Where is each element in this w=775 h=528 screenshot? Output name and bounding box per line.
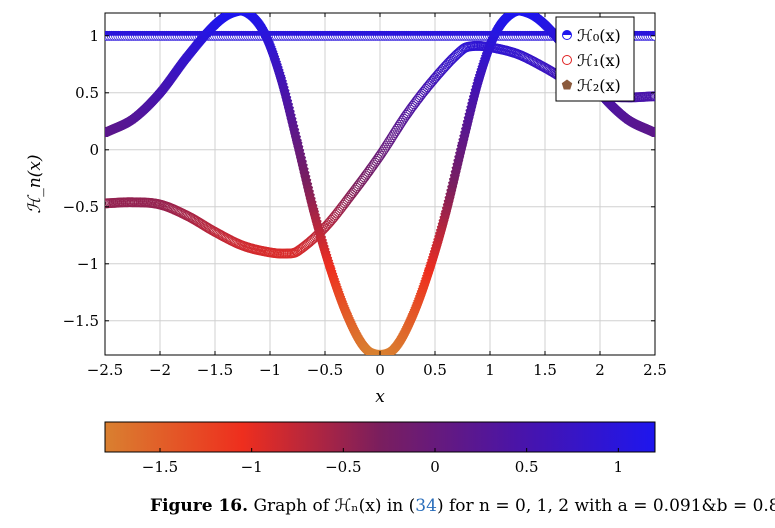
data-point	[400, 111, 411, 122]
chart: −2.5 −2 −1.5 −1 −0.5 0 0.5 1 1.5 2 2.510.50−0.5−1−…	[25, 12, 667, 476]
x-tick-label: 2	[595, 361, 605, 379]
colorbar-tick-label: 0	[430, 458, 440, 476]
data-point	[411, 95, 422, 106]
legend-item: ℋ₁(x)	[562, 51, 621, 70]
caption-text-before: Graph of ℋₙ(x) in (	[248, 496, 416, 516]
data-point	[359, 172, 370, 183]
data-point	[356, 175, 367, 186]
x-tick-label: −1.5	[197, 361, 233, 379]
y-tick-label: 0.5	[75, 84, 99, 102]
data-point	[343, 193, 354, 203]
data-point	[329, 211, 340, 222]
data-point	[331, 208, 342, 219]
data-point	[372, 154, 383, 164]
equation-ref-link[interactable]: 34	[415, 496, 437, 516]
data-point	[402, 108, 413, 119]
data-point	[348, 186, 359, 197]
data-point	[447, 54, 458, 65]
colorbar-gradient	[104, 421, 656, 453]
data-point	[345, 191, 356, 202]
data-point	[337, 201, 348, 212]
data-point	[406, 102, 417, 113]
data-point	[367, 161, 378, 172]
data-point	[360, 170, 371, 181]
data-point	[347, 188, 358, 199]
y-tick-label: 1	[89, 27, 99, 45]
data-point	[409, 99, 420, 110]
x-tick-label: 0.5	[423, 361, 447, 379]
data-point	[414, 92, 425, 103]
data-point	[417, 88, 427, 99]
colorbar-tick-label: 0.5	[515, 458, 539, 476]
data-point	[362, 168, 372, 179]
axis-ticks: −2.5 −2 −1.5 −1 −0.5 0 0.5 1 1.5 2 2.5 1 0.5 0 −0.5 −1 −…	[63, 13, 667, 379]
data-point	[350, 184, 361, 195]
y-tick-label: −1.5	[63, 312, 99, 330]
data-point	[346, 189, 357, 200]
data-point	[415, 90, 426, 101]
x-tick-label: −1	[259, 361, 281, 379]
y-tick-label: 0	[89, 141, 99, 159]
series-H2	[105, 13, 655, 355]
legend: ℋ₀(x) ℋ₁(x) ℋ₂(x)	[555, 16, 635, 102]
data-point	[448, 52, 459, 63]
y-tick-label: −1	[77, 255, 99, 273]
colorbar-tick-label: −1	[241, 458, 263, 476]
data-point	[405, 104, 416, 115]
y-tick-label: −0.5	[63, 198, 99, 216]
legend-item: ℋ₀(x)	[562, 26, 621, 45]
data-point	[410, 97, 421, 108]
data-point	[649, 127, 655, 137]
y-axis-label: ℋ_n(x)	[25, 154, 45, 213]
legend-label: ℋ₁(x)	[577, 51, 621, 70]
x-tick-label: −0.5	[307, 361, 343, 379]
x-tick-label: 1.5	[533, 361, 557, 379]
data-point	[333, 206, 344, 217]
data-point	[352, 181, 363, 192]
legend-marker-pentagon	[561, 79, 573, 90]
x-tick-label: 1	[485, 361, 495, 379]
legend-label: ℋ₂(x)	[577, 76, 621, 95]
data-point	[354, 179, 365, 190]
data-point	[334, 205, 345, 216]
data-point	[403, 106, 414, 117]
data-point	[407, 101, 418, 111]
data-point	[335, 203, 346, 214]
data-point	[456, 45, 467, 56]
data-point	[373, 152, 384, 163]
data-point	[364, 165, 375, 176]
colorbar: −1.5 −1 −0.5 0 0.5 1	[104, 421, 656, 476]
data-point	[339, 198, 350, 209]
figure-label: Figure 16.	[150, 496, 249, 516]
data-point	[330, 210, 341, 221]
figure-caption: Figure 16. Graph of ℋₙ(x) in (34) for n …	[150, 496, 775, 516]
series-H1	[105, 40, 655, 259]
data-point	[363, 166, 374, 177]
legend-label: ℋ₀(x)	[577, 26, 621, 45]
data-point	[650, 91, 655, 102]
data-point	[401, 109, 412, 120]
x-tick-label: −2.5	[87, 361, 123, 379]
colorbar-tick-label: 1	[614, 458, 624, 476]
colorbar-tick-label: −1.5	[142, 458, 178, 476]
caption-text-after: ) for n = 0, 1, 2 with a = 0.091&b = 0.8…	[436, 496, 775, 516]
legend-item: ℋ₂(x)	[561, 76, 621, 95]
legend-marker-open-circle	[562, 55, 572, 65]
colorbar-tick-label: −0.5	[325, 458, 361, 476]
data-point	[351, 182, 362, 193]
data-point	[358, 174, 369, 185]
data-point	[413, 93, 424, 104]
x-axis-label: x	[375, 387, 385, 407]
data-point	[341, 196, 352, 207]
x-tick-label: −2	[149, 361, 171, 379]
data-point	[418, 87, 429, 98]
data-point	[338, 200, 349, 210]
data-point	[445, 55, 456, 66]
data-point	[449, 51, 460, 62]
x-tick-label: 0	[375, 361, 385, 379]
data-point	[355, 177, 366, 188]
data-point	[366, 163, 376, 174]
data-point	[342, 194, 353, 205]
x-tick-label: 2.5	[643, 361, 667, 379]
